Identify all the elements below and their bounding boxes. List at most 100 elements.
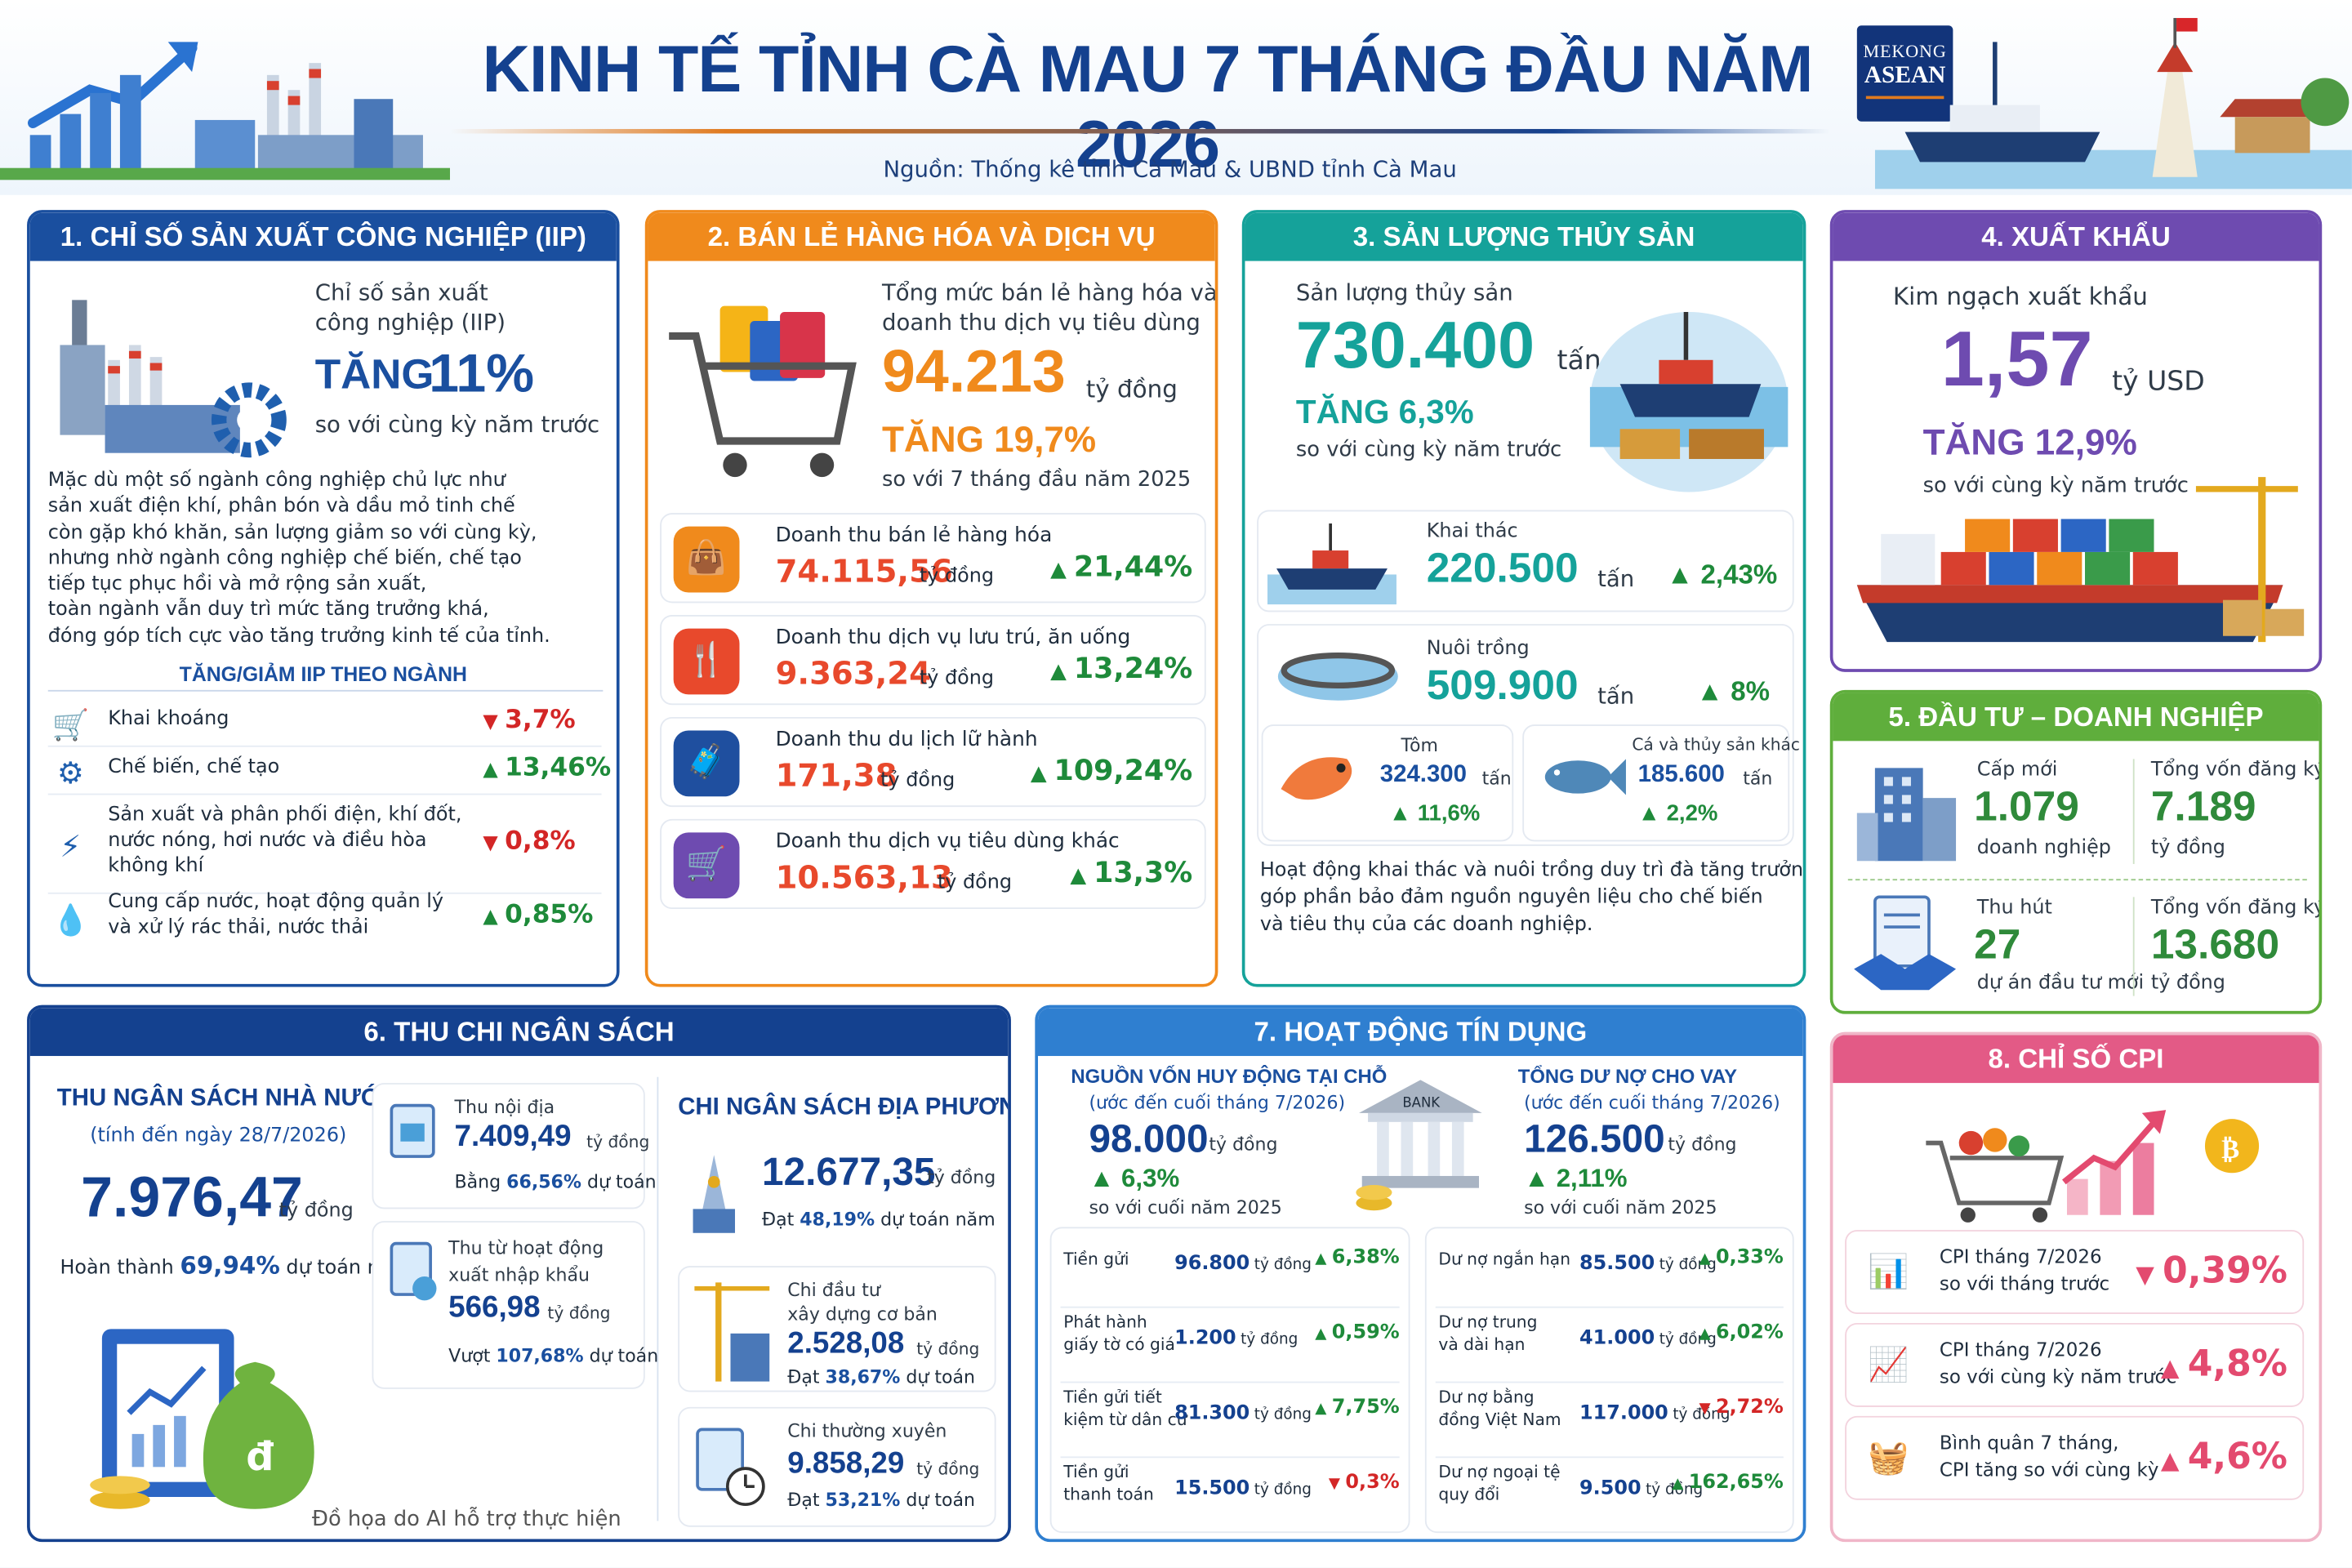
new-biz-unit: doanh nghiệp <box>1976 836 2111 860</box>
capex-value: 2.528,08 <box>787 1327 905 1361</box>
mekong-asean-logo: MEKONG ASEAN <box>1856 25 1953 122</box>
farm-value: 509.900 <box>1426 661 1579 708</box>
retail-item-label: Doanh thu dịch vụ lưu trú, ăn uống <box>775 625 1131 650</box>
up-arrow-icon: ▲ <box>2160 1446 2188 1475</box>
water-drop-icon: 💧 <box>51 901 90 938</box>
sector-change: ▲ 13,46% <box>483 752 612 782</box>
fishery-label: Sản lượng thủy sản <box>1295 278 1513 306</box>
government-building-icon <box>693 1155 735 1233</box>
retail-item-unit: tỷ đồng <box>919 667 995 690</box>
iip-panel: 1. CHỈ SỐ SẢN XUẤT CÔNG NGHIỆP (IIP) Chỉ… <box>27 210 620 987</box>
deposit-breakdown-table: Tiền gửi 96.800 tỷ đồng ▲ 6,38% Phát hành giấ… <box>1049 1227 1410 1534</box>
cpi-row-label: Bình quân 7 tháng, <box>1939 1431 2119 1454</box>
svg-text:đ: đ <box>246 1435 274 1480</box>
paragraph-line: tiếp tục phục hồi và mở rộng sản xuất, <box>47 572 427 596</box>
investment-title: 5. ĐẦU TƯ – DOANH NGHIỆP <box>1833 693 2319 742</box>
divider <box>1847 879 2307 881</box>
attract-label: Thu hút <box>1976 897 2052 920</box>
tax-document-icon <box>390 1103 435 1158</box>
handshake-contract-icon <box>1854 895 1957 991</box>
credit-row: Dư nợ bằng đồng Việt Nam 117.000 tỷ đồng ▼ 2… <box>1427 1388 1793 1459</box>
credit-row-value: 85.500 tỷ đồng <box>1579 1252 1717 1276</box>
fishery-catch-card: Khai thác 220.500 tấn ▲ 2,43% <box>1257 510 1794 612</box>
credit-row-change: ▲ 0,33% <box>1699 1246 1784 1269</box>
up-arrow-icon: ▲ <box>1050 558 1074 582</box>
paragraph-line: toàn ngành vẫn duy trì mức tăng trưởng k… <box>47 599 489 622</box>
iip-label-1: Chỉ số sản xuất <box>314 278 488 306</box>
capex-label-2: xây dựng cơ bản <box>787 1303 938 1325</box>
basket-icon: 🧺 <box>1868 1440 1909 1478</box>
attract-unit: dự án đầu tư mới <box>1976 972 2145 995</box>
page-title: KINH TẾ TỈNH CÀ MAU 7 THÁNG ĐẦU NĂM 2026 <box>482 33 1814 182</box>
other-fish-card: Cá và thủy sản khác 185.600 tấn ▲ 2,2% <box>1522 724 1800 842</box>
cpi-row-card: 📊 CPI tháng 7/2026 so với tháng trước ▼ 0,3… <box>1845 1230 2305 1314</box>
credit-row-label: Dư nợ ngoại tệ <box>1438 1462 1561 1482</box>
expenditure-pct: Đạt 48,19% dự toán năm <box>762 1209 996 1231</box>
fishing-boat-icon <box>1589 312 1788 492</box>
shopping-bag-icon: 👜 <box>673 526 740 593</box>
sector-name: Sản xuất và phân phối điện, khí đốt, <box>108 804 462 827</box>
export-unit: tỷ USD <box>2112 366 2205 398</box>
catch-unit: tấn <box>1597 565 1635 593</box>
sector-name: và xử lý rác thải, nước thải <box>108 916 369 939</box>
paragraph-line: nhưng nhờ ngành công nghiệp chế biến, ch… <box>47 547 522 570</box>
credit-row-value: 117.000 tỷ đồng <box>1579 1402 1731 1425</box>
credit-row-change: ▲ 6,38% <box>1315 1246 1400 1269</box>
iip-increase-value: 11% <box>429 341 535 404</box>
iip-paragraph: Mặc dù một số ngành công nghiệp chủ lực … <box>48 468 606 649</box>
retail-label-2: doanh thu dịch vụ tiêu dùng <box>881 309 1200 336</box>
credit-row: Tiền gửi 96.800 tỷ đồng ▲ 6,38% <box>1052 1237 1409 1309</box>
cpi-title: 8. CHỈ SỐ CPI <box>1833 1035 2319 1084</box>
shopping-cart-icon <box>669 305 857 478</box>
divider <box>1435 1456 1784 1459</box>
up-arrow-icon: ▲ <box>1050 660 1074 684</box>
capex-label-1: Chi đầu tư <box>787 1279 880 1301</box>
up-arrow-icon: ▲ <box>1696 676 1731 707</box>
revenue-done: Hoàn thành 69,94% dự toán năm <box>60 1250 411 1280</box>
credit-row-change: ▲ 7,75% <box>1315 1396 1400 1419</box>
other-fish-unit: tấn <box>1743 768 1773 790</box>
credit-row-label: Tiền gửi tiết <box>1063 1387 1162 1407</box>
divider <box>2132 897 2135 996</box>
fishery-compare: so với cùng kỳ năm trước <box>1295 438 1562 462</box>
credit-row-change: ▼ 2,72% <box>1699 1396 1784 1419</box>
catch-value: 220.500 <box>1426 544 1579 591</box>
revenue-value: 7.976,47 <box>81 1166 303 1231</box>
cpi-row-label: CPI tháng 7/2026 <box>1939 1338 2102 1361</box>
sector-name: không khí <box>108 854 204 878</box>
loan-value: 126.500 <box>1524 1116 1665 1161</box>
revenue-title: THU NGÂN SÁCH NHÀ NƯỚC <box>56 1085 399 1111</box>
trade-label-1: Thu từ hoạt động <box>448 1237 604 1258</box>
retail-item-card: 🍴 Doanh thu dịch vụ lưu trú, ăn uống 9.363… <box>660 615 1206 706</box>
deposit-title: NGUỒN VỐN HUY ĐỘNG TẠI CHỖ <box>1071 1065 1388 1088</box>
up-arrow-icon: ▲ <box>1315 1401 1332 1418</box>
sector-name: nước nóng, hơi nước và điều hòa <box>108 829 427 853</box>
regular-spending-card: Chi thường xuyên 9.858,29 tỷ đồng Đạt 53… <box>678 1406 996 1527</box>
divider <box>1060 1381 1400 1383</box>
up-arrow-icon: ▲ <box>1388 800 1418 827</box>
fishery-panel: 3. SẢN LƯỢNG THỦY SẢN Sản lượng thủy sản… <box>1241 210 1806 987</box>
domestic-pct: Bằng 66,56% dự toán <box>454 1171 657 1193</box>
fishery-note: Hoạt động khai thác và nuôi trồng duy tr… <box>1260 858 1803 939</box>
fishery-unit: tấn <box>1557 345 1601 377</box>
expenditure-unit: tỷ đồng <box>927 1166 996 1188</box>
retail-item-change: ▲ 13,24% <box>1050 652 1193 686</box>
up-arrow-icon: ▲ <box>1070 863 1094 889</box>
revenue-unit: tỷ đồng <box>278 1200 354 1223</box>
investment-panel: 5. ĐẦU TƯ – DOANH NGHIỆP Cấp mới 1.079 d… <box>1829 689 2323 1014</box>
other-fish-value: 185.600 <box>1637 762 1725 788</box>
deposit-sub: (ước đến cuối tháng 7/2026) <box>1089 1092 1346 1113</box>
credit-row-value: 1.200 tỷ đồng <box>1174 1327 1298 1351</box>
loan-unit: tỷ đồng <box>1668 1134 1737 1156</box>
iip-increase-word: TĂNG <box>314 350 434 398</box>
credit-row-label: Tiền gửi <box>1063 1462 1129 1482</box>
fish-icon <box>1544 759 1626 795</box>
shrimp-unit: tấn <box>1481 768 1512 790</box>
iip-sector-row: ⚡ Sản xuất và phân phối điện, khí đốt, nướ… <box>30 804 617 894</box>
domestic-value: 7.409,49 <box>454 1120 572 1154</box>
cpi-illustration: ₿ <box>1926 1110 2260 1223</box>
credit-panel: 7. HOẠT ĐỘNG TÍN DỤNG NGUỒN VỐN HUY ĐỘNG… <box>1035 1004 1806 1543</box>
up-arrow-icon: ▲ <box>1524 1164 1557 1193</box>
shrimp-change: ▲ 11,6% <box>1388 800 1481 827</box>
